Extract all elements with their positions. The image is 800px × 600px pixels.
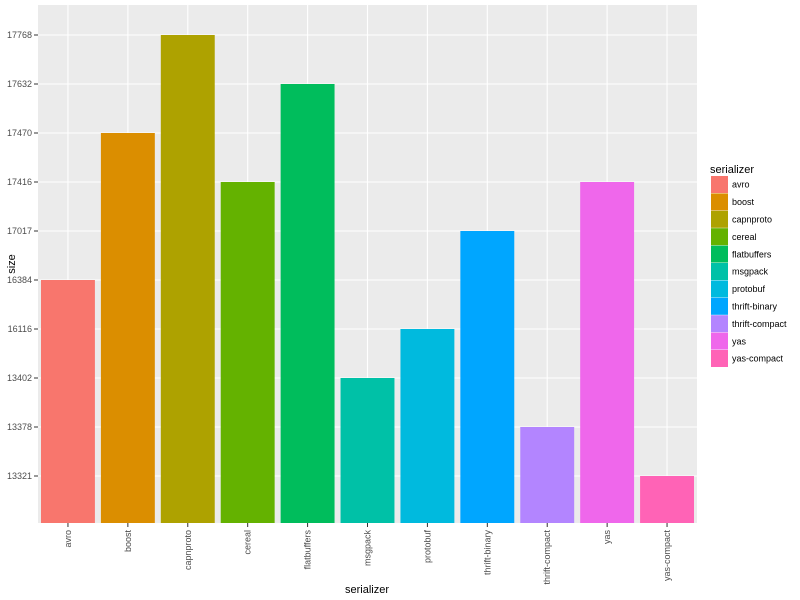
y-tick-label: 16116: [8, 324, 32, 334]
x-tick-label: thrift-binary: [482, 530, 492, 576]
y-tick-label: 17768: [7, 30, 32, 40]
bar-cereal: [220, 182, 275, 523]
bar-avro: [40, 280, 95, 523]
bar-capnproto: [160, 35, 215, 523]
x-tick-label: avro: [63, 530, 73, 548]
legend-key-capnproto: [711, 210, 728, 228]
bar-thrift-binary: [460, 231, 515, 523]
x-tick-label: capnproto: [183, 530, 193, 570]
legend-label-protobuf: protobuf: [732, 284, 766, 294]
legend-key-yas: [711, 332, 728, 350]
bar-yas-compact: [640, 476, 695, 523]
x-tick-label: cereal: [243, 530, 253, 555]
y-tick-label: 13321: [7, 471, 32, 481]
y-axis: 13321 13378 13402 16116 16384 17017 17416 17470…: [7, 30, 38, 481]
x-tick-label: boost: [123, 530, 133, 553]
bar-protobuf: [400, 329, 455, 523]
legend-label-flatbuffers: flatbuffers: [732, 249, 772, 259]
legend-key-boost: [711, 193, 728, 211]
legend-label-yas: yas: [732, 336, 747, 346]
x-axis: avro boost capnproto cereal flatbuffers msgpa…: [63, 523, 672, 585]
x-tick-label: flatbuffers: [303, 530, 313, 570]
y-axis-title: size: [6, 254, 18, 274]
y-tick-label: 17416: [7, 177, 32, 187]
y-tick-label: 13402: [7, 373, 32, 383]
bar-thrift-compact: [520, 427, 575, 523]
legend-key-thrift-compact: [711, 315, 728, 333]
y-tick-label: 17470: [7, 128, 32, 138]
legend-key-msgpack: [711, 263, 728, 280]
legend-label-capnproto: capnproto: [732, 215, 772, 225]
legend-label-thrift-compact: thrift-compact: [732, 319, 787, 329]
legend-label-thrift-binary: thrift-binary: [732, 302, 778, 312]
y-tick-label: 13378: [7, 422, 32, 432]
legend-label-msgpack: msgpack: [732, 267, 769, 277]
bar-flatbuffers: [280, 84, 335, 523]
legend-key-protobuf: [711, 280, 728, 298]
bar-msgpack: [340, 378, 395, 523]
x-tick-label: yas-compact: [662, 530, 672, 582]
legend-key-avro: [711, 176, 728, 193]
legend-key-cereal: [711, 228, 728, 246]
x-tick-label: yas: [602, 530, 612, 545]
y-tick-label: 16384: [7, 275, 32, 285]
legend-key-flatbuffers: [711, 245, 728, 263]
legend-label-yas-compact: yas-compact: [732, 354, 784, 364]
legend-key-yas-compact: [711, 350, 728, 367]
bar-yas: [580, 182, 635, 523]
x-tick-label: protobuf: [422, 530, 432, 564]
legend-key-thrift-binary: [711, 297, 728, 315]
bars: [40, 35, 695, 523]
legend-label-cereal: cereal: [732, 232, 757, 242]
x-tick-label: thrift-compact: [542, 530, 552, 585]
y-tick-label: 17632: [7, 79, 32, 89]
legend-label-avro: avro: [732, 180, 750, 190]
y-tick-label: 17017: [7, 226, 32, 236]
bar-boost: [100, 133, 155, 523]
legend-title: serializer: [710, 164, 754, 176]
x-axis-title: serializer: [345, 584, 389, 596]
x-tick-label: msgpack: [363, 530, 373, 567]
legend-label-boost: boost: [732, 197, 755, 207]
legend: serializer avro boost capnproto cereal flatb…: [710, 164, 787, 367]
